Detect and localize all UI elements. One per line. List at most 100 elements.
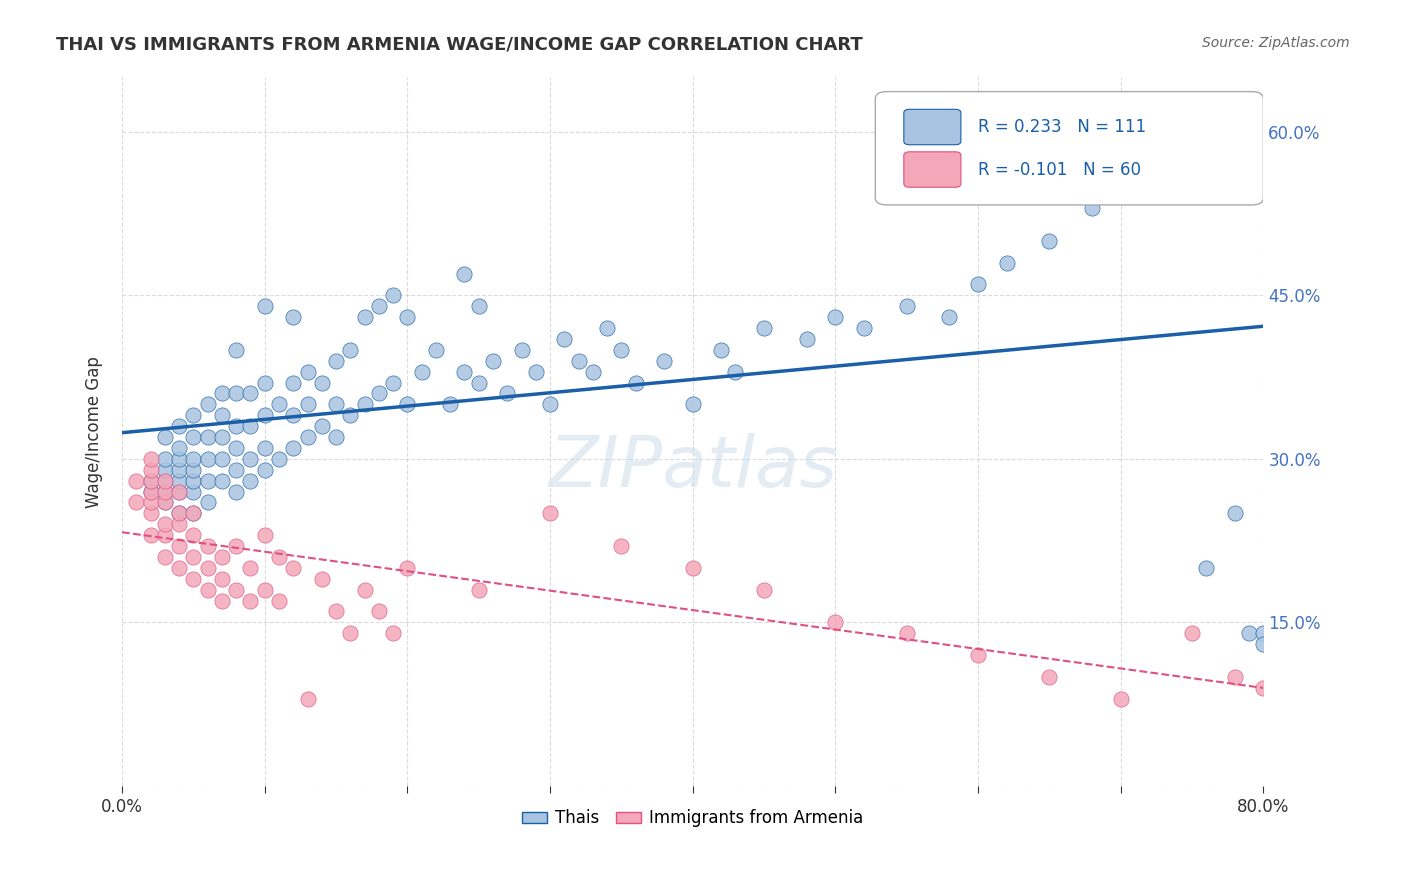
Point <box>283 310 305 325</box>
Point <box>125 474 148 488</box>
Point <box>325 430 347 444</box>
Point <box>225 386 247 401</box>
Point <box>183 484 205 499</box>
Point <box>1223 506 1246 520</box>
Point <box>824 615 846 630</box>
Point <box>153 463 176 477</box>
Point <box>311 419 333 434</box>
Point <box>453 267 475 281</box>
Point <box>167 419 190 434</box>
Point <box>239 561 262 575</box>
Point <box>1081 201 1104 215</box>
Point <box>211 593 233 607</box>
Point <box>225 539 247 553</box>
Point <box>153 528 176 542</box>
Text: ZIPatlas: ZIPatlas <box>548 433 837 501</box>
Point <box>253 582 276 597</box>
Text: THAI VS IMMIGRANTS FROM ARMENIA WAGE/INCOME GAP CORRELATION CHART: THAI VS IMMIGRANTS FROM ARMENIA WAGE/INC… <box>56 36 863 54</box>
Point <box>139 495 162 509</box>
Point <box>183 572 205 586</box>
Point <box>253 528 276 542</box>
Point <box>396 310 419 325</box>
Point <box>167 441 190 455</box>
Y-axis label: Wage/Income Gap: Wage/Income Gap <box>86 356 103 508</box>
Point <box>253 441 276 455</box>
Point <box>125 495 148 509</box>
Point <box>139 451 162 466</box>
Point <box>652 353 675 368</box>
Point <box>339 626 361 640</box>
Point <box>267 451 290 466</box>
Point <box>139 474 162 488</box>
Point <box>183 528 205 542</box>
Point <box>197 474 219 488</box>
Point <box>1253 637 1275 651</box>
Point <box>267 397 290 411</box>
Point <box>167 474 190 488</box>
Point <box>582 365 605 379</box>
Point <box>225 441 247 455</box>
Point <box>197 430 219 444</box>
Point <box>139 463 162 477</box>
Point <box>239 451 262 466</box>
Point <box>1195 561 1218 575</box>
Point <box>967 648 990 662</box>
Point <box>239 593 262 607</box>
Point <box>267 593 290 607</box>
Point <box>610 343 633 357</box>
Point <box>710 343 733 357</box>
Point <box>253 376 276 390</box>
Point <box>538 397 561 411</box>
Point <box>339 409 361 423</box>
Point <box>197 561 219 575</box>
Point <box>239 474 262 488</box>
Point <box>225 463 247 477</box>
Point <box>153 549 176 564</box>
Point <box>297 397 319 411</box>
Point <box>153 430 176 444</box>
FancyBboxPatch shape <box>904 110 960 145</box>
Point <box>1038 670 1060 684</box>
Point <box>297 365 319 379</box>
Point <box>183 506 205 520</box>
Point <box>339 343 361 357</box>
Point <box>425 343 447 357</box>
Point <box>995 256 1018 270</box>
Point <box>183 506 205 520</box>
Point <box>211 572 233 586</box>
Point <box>167 517 190 532</box>
Point <box>938 310 960 325</box>
Point <box>538 506 561 520</box>
Point <box>253 299 276 313</box>
Point <box>225 484 247 499</box>
Point <box>453 365 475 379</box>
FancyBboxPatch shape <box>904 152 960 187</box>
Point <box>139 484 162 499</box>
Point <box>239 419 262 434</box>
Point <box>183 451 205 466</box>
Point <box>239 386 262 401</box>
Point <box>353 310 375 325</box>
Point <box>496 386 519 401</box>
Point <box>153 484 176 499</box>
Point <box>596 321 619 335</box>
Point <box>1038 234 1060 248</box>
Point <box>553 332 575 346</box>
Point <box>183 474 205 488</box>
Point <box>311 572 333 586</box>
Point <box>325 353 347 368</box>
Point <box>1253 681 1275 695</box>
Point <box>283 376 305 390</box>
Point <box>225 419 247 434</box>
Point <box>211 430 233 444</box>
Point <box>283 441 305 455</box>
Text: R = 0.233   N = 111: R = 0.233 N = 111 <box>979 118 1146 136</box>
Point <box>253 409 276 423</box>
Point <box>197 451 219 466</box>
Point <box>482 353 505 368</box>
Legend: Thais, Immigrants from Armenia: Thais, Immigrants from Armenia <box>515 803 870 834</box>
Point <box>183 463 205 477</box>
Point <box>297 691 319 706</box>
Point <box>197 539 219 553</box>
Point <box>183 549 205 564</box>
